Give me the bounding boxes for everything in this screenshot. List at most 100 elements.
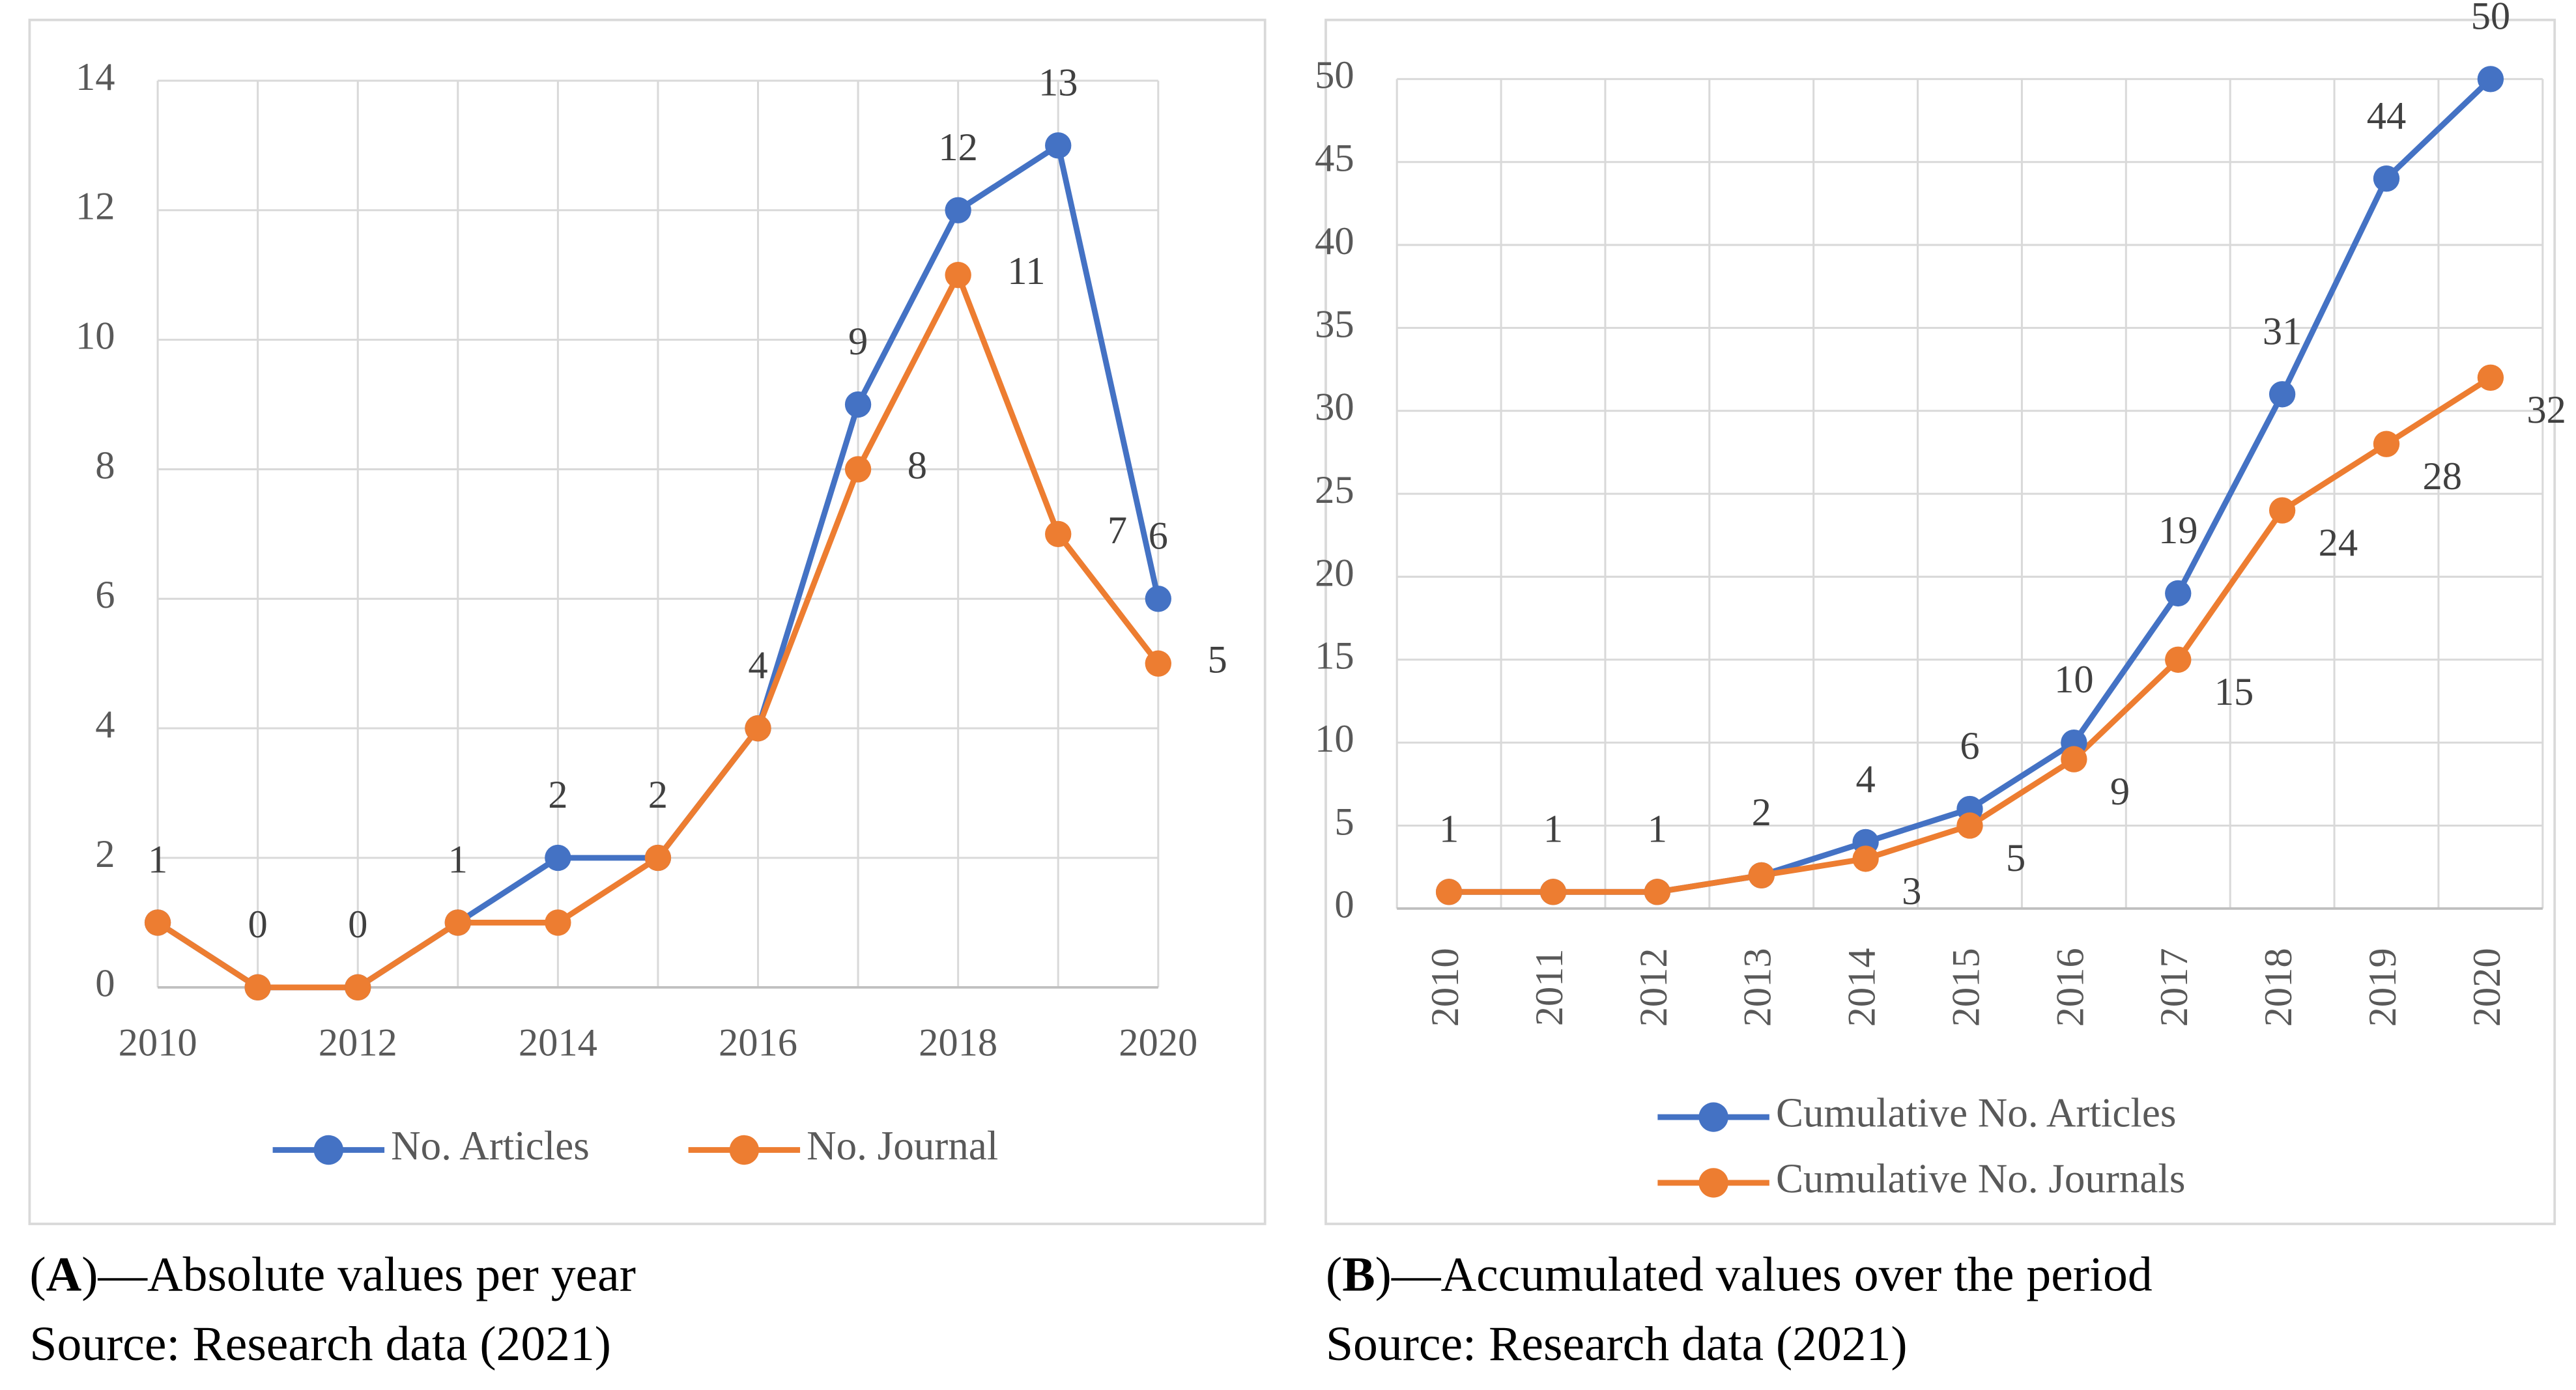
y-tick-label: 15: [1315, 634, 1354, 678]
data-point: [745, 715, 771, 742]
x-tick-label: 2012: [319, 1021, 397, 1065]
y-tick-label: 35: [1315, 302, 1354, 346]
y-tick-label: 0: [1334, 883, 1354, 927]
data-point: [2373, 431, 2400, 457]
x-tick-label: 2014: [519, 1021, 597, 1065]
data-label: 11: [1007, 249, 1045, 293]
data-point: [1956, 812, 1983, 839]
data-point: [444, 909, 471, 936]
y-tick-label: 14: [76, 55, 115, 99]
x-tick-label: 2014: [1840, 948, 1884, 1027]
data-label: 31: [2263, 309, 2302, 353]
y-tick-label: 50: [1315, 53, 1354, 97]
data-label: 13: [1038, 61, 1078, 104]
data-point: [2373, 165, 2400, 192]
data-label: 3: [1902, 870, 1921, 913]
data-point: [545, 844, 571, 872]
legend-marker: [729, 1135, 760, 1165]
data-label: 1: [1648, 807, 1667, 851]
data-point: [1045, 132, 1072, 159]
caption-rest: )—Absolute values per year: [81, 1248, 636, 1302]
data-point: [2165, 646, 2192, 673]
data-label: 10: [2054, 658, 2094, 702]
data-label: 2: [1752, 791, 1771, 834]
data-label: 9: [2110, 770, 2130, 814]
panel-frame: [1324, 18, 2556, 1225]
data-point: [1539, 879, 1567, 905]
data-label: 50: [2471, 0, 2511, 38]
x-tick-label: 2020: [2465, 948, 2509, 1027]
x-tick-label: 2019: [2361, 948, 2405, 1027]
caption-letter: B: [1342, 1248, 1375, 1302]
data-label: 24: [2319, 521, 2358, 565]
data-point: [2268, 497, 2296, 524]
x-tick-label: 2018: [919, 1021, 997, 1065]
y-tick-label: 6: [95, 573, 115, 617]
x-tick-label: 2015: [1944, 948, 1988, 1027]
legend-marker: [313, 1135, 344, 1165]
y-tick-label: 5: [1334, 800, 1354, 844]
caption-letter: A: [46, 1248, 82, 1302]
y-tick-label: 8: [95, 444, 115, 487]
data-point: [1852, 845, 1879, 872]
caption-open: (: [1326, 1248, 1342, 1302]
data-label: 8: [908, 444, 927, 487]
x-tick-label: 2017: [2153, 948, 2196, 1027]
data-point: [545, 909, 571, 936]
x-tick-label: 2012: [1632, 948, 1676, 1027]
legend-marker: [1698, 1168, 1728, 1198]
data-point: [1045, 520, 1072, 548]
caption-open: (: [29, 1248, 46, 1302]
y-tick-label: 10: [1315, 717, 1354, 761]
data-point: [945, 261, 971, 289]
data-label: 1: [1543, 807, 1563, 851]
panel-frame: [28, 18, 1267, 1225]
data-point: [644, 844, 672, 872]
caption: (B)—Accumulated values over the period: [1326, 1248, 2153, 1302]
data-label: 2: [548, 773, 567, 817]
x-tick-label: 2010: [119, 1021, 197, 1065]
legend-label: No. Journal: [807, 1123, 998, 1169]
data-point: [244, 974, 271, 1001]
data-point: [844, 456, 872, 483]
data-label: 4: [1855, 758, 1875, 801]
data-label: 7: [1108, 509, 1127, 552]
x-tick-label: 2018: [2257, 948, 2300, 1027]
data-point: [1145, 586, 1171, 612]
x-tick-label: 2016: [719, 1021, 797, 1065]
data-label: 2: [648, 773, 668, 817]
x-tick-label: 2016: [2048, 948, 2092, 1027]
data-label: 44: [2367, 94, 2407, 137]
y-tick-label: 25: [1315, 468, 1354, 512]
data-point: [945, 197, 971, 223]
caption-source: Source: Research data (2021): [1326, 1317, 1908, 1371]
y-tick-label: 45: [1315, 137, 1354, 180]
y-tick-label: 2: [95, 832, 115, 876]
x-tick-label: 2010: [1424, 948, 1467, 1027]
y-tick-label: 12: [76, 185, 115, 229]
data-label: 5: [1207, 638, 1227, 682]
data-label: 0: [348, 903, 367, 946]
legend-label: Cumulative No. Articles: [1776, 1090, 2176, 1136]
data-label: 6: [1149, 514, 1168, 558]
x-tick-label: 2020: [1119, 1021, 1197, 1065]
x-tick-label: 2013: [1736, 948, 1780, 1027]
data-point: [1145, 650, 1171, 677]
data-point: [345, 974, 371, 1001]
data-label: 9: [848, 320, 868, 363]
legend-label: Cumulative No. Journals: [1776, 1156, 2186, 1201]
data-label: 6: [1960, 724, 1979, 768]
y-tick-label: 0: [95, 962, 115, 1006]
data-point: [144, 909, 171, 936]
data-point: [2477, 66, 2504, 92]
caption: (A)—Absolute values per year: [29, 1248, 636, 1302]
data-label: 1: [448, 838, 468, 882]
data-point: [2477, 364, 2504, 391]
x-tick-label: 2011: [1528, 948, 1571, 1026]
y-tick-label: 10: [76, 314, 115, 358]
data-point: [844, 391, 872, 418]
y-tick-label: 30: [1315, 386, 1354, 429]
data-point: [1435, 879, 1463, 905]
data-label: 32: [2526, 388, 2566, 432]
